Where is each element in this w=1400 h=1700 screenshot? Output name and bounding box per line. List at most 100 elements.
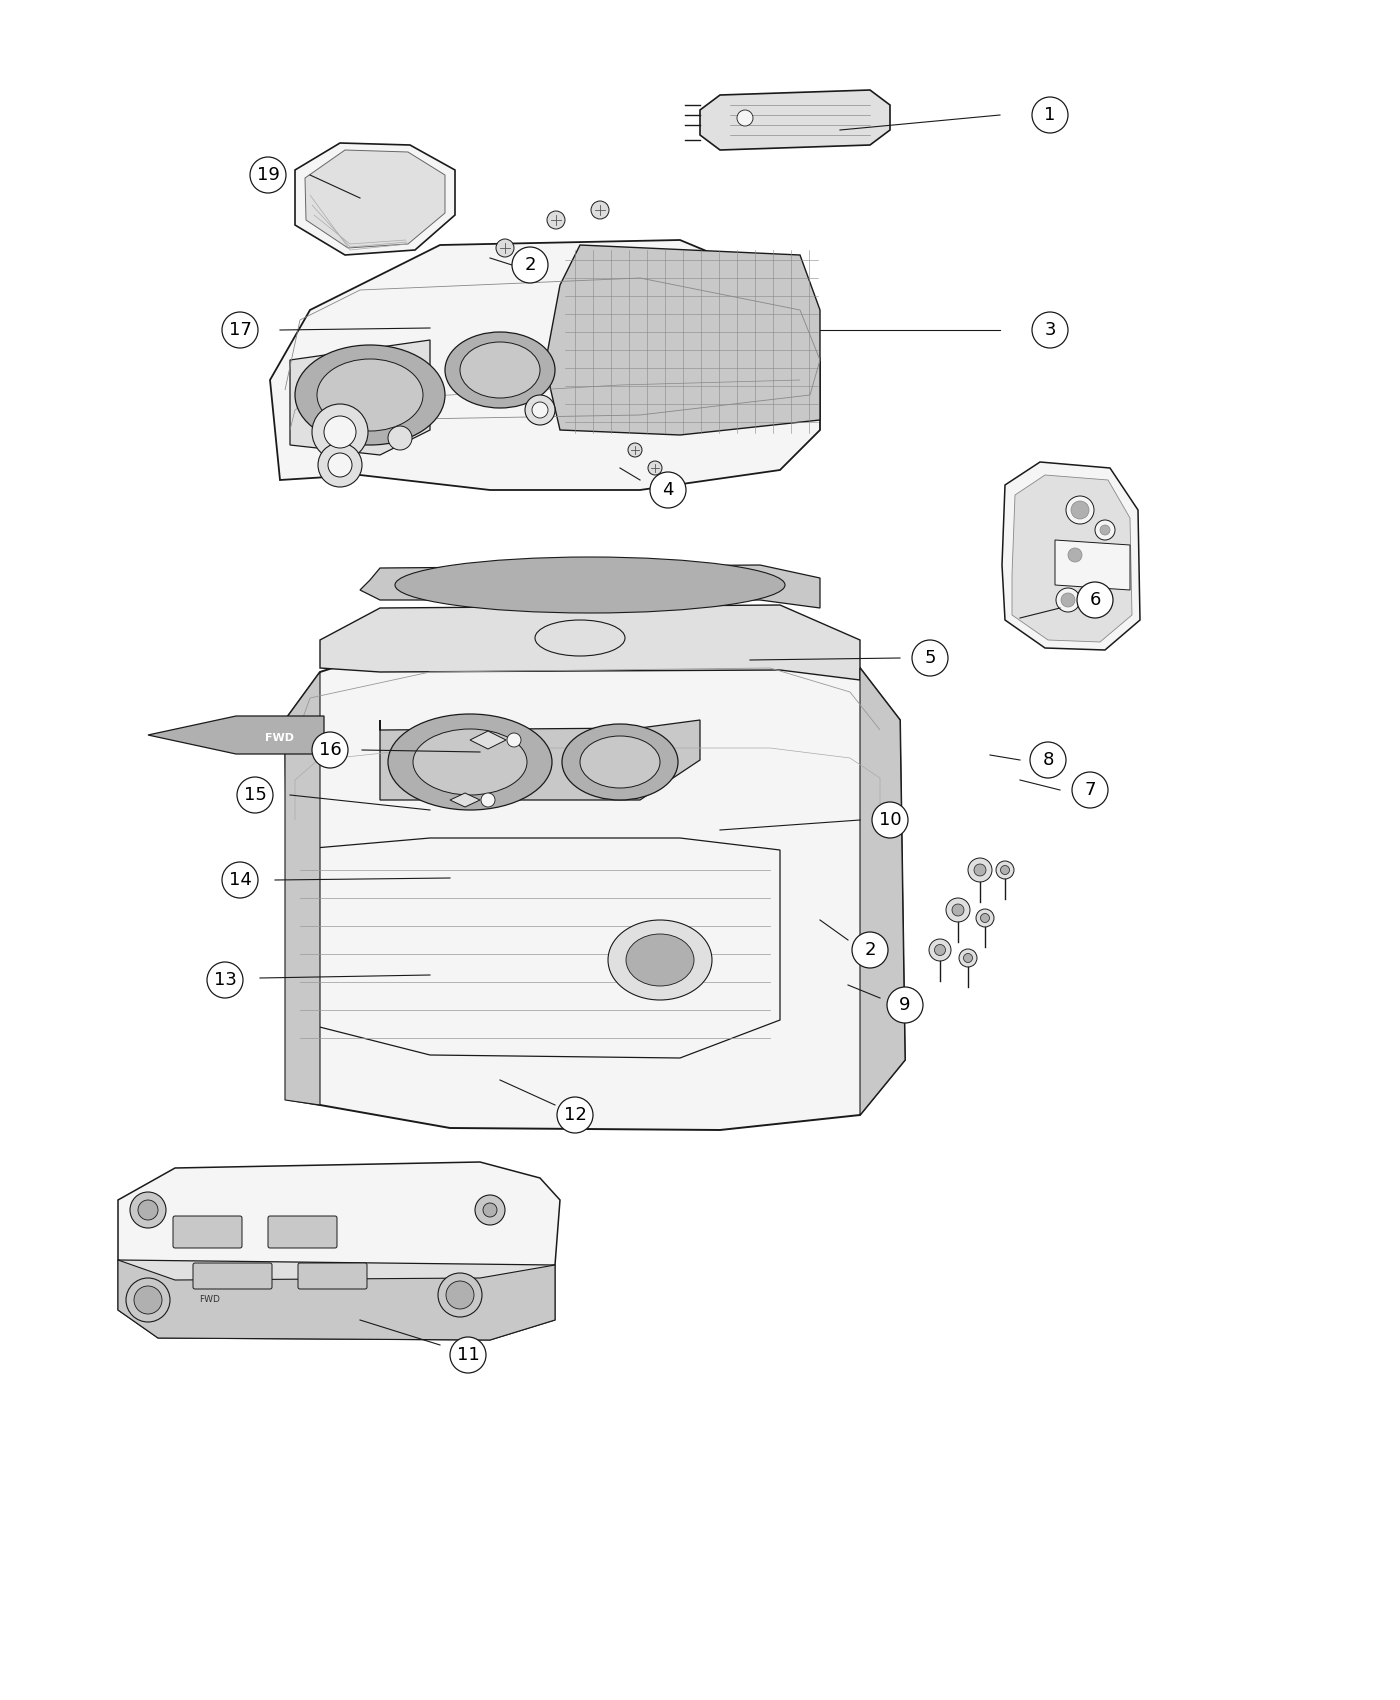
Circle shape: [1065, 496, 1093, 524]
Circle shape: [736, 110, 753, 126]
Ellipse shape: [626, 933, 694, 986]
Circle shape: [207, 962, 244, 998]
Circle shape: [872, 802, 909, 838]
Polygon shape: [270, 240, 820, 490]
Ellipse shape: [608, 920, 713, 1000]
Text: 10: 10: [879, 811, 902, 830]
Circle shape: [449, 1336, 486, 1374]
Circle shape: [130, 1192, 167, 1227]
Circle shape: [126, 1278, 169, 1323]
Polygon shape: [449, 792, 480, 808]
Circle shape: [237, 777, 273, 813]
Polygon shape: [148, 716, 323, 755]
Polygon shape: [305, 150, 445, 248]
Polygon shape: [1002, 462, 1140, 649]
FancyBboxPatch shape: [174, 1216, 242, 1248]
Ellipse shape: [295, 345, 445, 445]
Circle shape: [946, 898, 970, 921]
Text: 11: 11: [456, 1346, 479, 1363]
Circle shape: [963, 954, 973, 962]
Circle shape: [532, 401, 547, 418]
Circle shape: [974, 864, 986, 876]
Polygon shape: [118, 1260, 554, 1340]
Text: 15: 15: [244, 785, 266, 804]
Polygon shape: [295, 143, 455, 255]
Polygon shape: [118, 1163, 560, 1280]
FancyBboxPatch shape: [267, 1216, 337, 1248]
Circle shape: [591, 201, 609, 219]
Circle shape: [911, 639, 948, 677]
Text: 16: 16: [319, 741, 342, 758]
Polygon shape: [321, 605, 860, 680]
Text: FWD: FWD: [266, 733, 294, 743]
Polygon shape: [470, 731, 505, 750]
Polygon shape: [1012, 474, 1133, 643]
Circle shape: [547, 211, 566, 230]
Circle shape: [1032, 313, 1068, 348]
Circle shape: [888, 988, 923, 1023]
Circle shape: [1072, 772, 1107, 808]
Circle shape: [629, 444, 643, 457]
Text: 12: 12: [564, 1107, 587, 1124]
Ellipse shape: [395, 558, 785, 614]
Circle shape: [475, 1195, 505, 1226]
Ellipse shape: [413, 729, 526, 796]
Circle shape: [959, 949, 977, 967]
Text: 2: 2: [524, 257, 536, 274]
Circle shape: [1100, 525, 1110, 536]
Circle shape: [312, 733, 349, 768]
Circle shape: [1032, 97, 1068, 133]
Text: 5: 5: [924, 649, 935, 666]
FancyBboxPatch shape: [298, 1263, 367, 1289]
Text: 4: 4: [662, 481, 673, 500]
Circle shape: [952, 904, 965, 916]
Text: 13: 13: [214, 971, 237, 989]
Circle shape: [134, 1285, 162, 1314]
Ellipse shape: [561, 724, 678, 801]
Circle shape: [1068, 547, 1082, 563]
Circle shape: [557, 1096, 594, 1132]
Circle shape: [496, 240, 514, 257]
Polygon shape: [1056, 541, 1130, 590]
Text: 6: 6: [1089, 592, 1100, 609]
Ellipse shape: [580, 736, 659, 789]
Circle shape: [967, 858, 993, 882]
Circle shape: [650, 473, 686, 508]
Polygon shape: [545, 245, 820, 435]
Text: 14: 14: [228, 870, 252, 889]
Circle shape: [223, 313, 258, 348]
Circle shape: [1061, 593, 1075, 607]
Circle shape: [980, 913, 990, 923]
Circle shape: [648, 461, 662, 474]
Polygon shape: [360, 564, 820, 609]
Ellipse shape: [316, 359, 423, 432]
Polygon shape: [700, 90, 890, 150]
Circle shape: [853, 932, 888, 967]
Text: 8: 8: [1043, 751, 1054, 768]
Circle shape: [976, 910, 994, 926]
FancyBboxPatch shape: [193, 1263, 272, 1289]
Text: 3: 3: [1044, 321, 1056, 338]
Circle shape: [1071, 502, 1089, 518]
Circle shape: [1001, 865, 1009, 874]
Circle shape: [483, 1204, 497, 1217]
Circle shape: [1030, 741, 1065, 779]
Polygon shape: [860, 668, 904, 1115]
Circle shape: [512, 246, 547, 282]
Circle shape: [328, 452, 351, 478]
Text: 7: 7: [1084, 780, 1096, 799]
Ellipse shape: [535, 620, 624, 656]
Polygon shape: [286, 638, 904, 1130]
Circle shape: [1077, 581, 1113, 619]
Ellipse shape: [461, 342, 540, 398]
Circle shape: [223, 862, 258, 898]
Circle shape: [935, 945, 945, 955]
Circle shape: [312, 405, 368, 461]
Text: 19: 19: [256, 167, 280, 184]
Circle shape: [1056, 588, 1079, 612]
Circle shape: [1063, 542, 1086, 568]
Polygon shape: [118, 1260, 554, 1340]
Circle shape: [251, 156, 286, 194]
Polygon shape: [379, 721, 700, 801]
Circle shape: [438, 1273, 482, 1318]
